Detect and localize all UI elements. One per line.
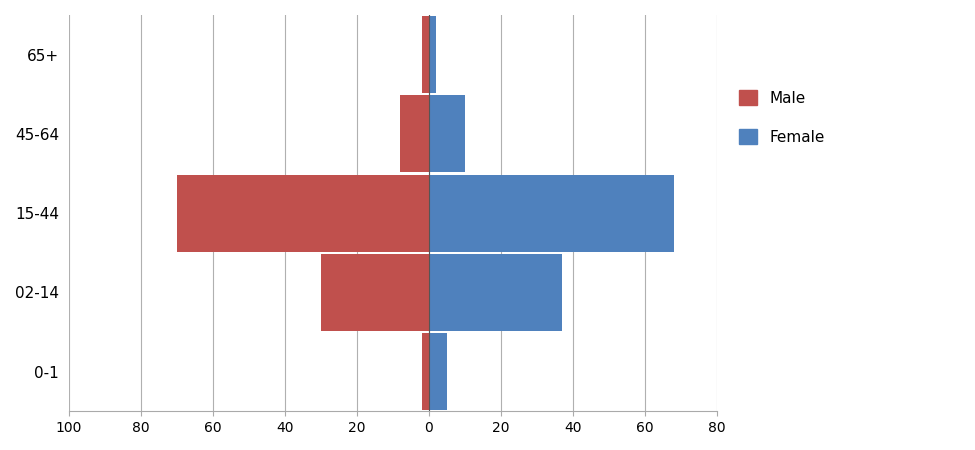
Bar — [429, 95, 465, 172]
Legend: Male, Female: Male, Female — [731, 82, 833, 152]
Bar — [429, 16, 436, 93]
Bar — [429, 175, 674, 252]
Bar — [400, 95, 429, 172]
Bar — [321, 254, 429, 331]
Bar — [176, 175, 429, 252]
Bar — [421, 333, 429, 410]
Bar — [429, 254, 562, 331]
Bar — [429, 333, 447, 410]
Bar — [421, 16, 429, 93]
